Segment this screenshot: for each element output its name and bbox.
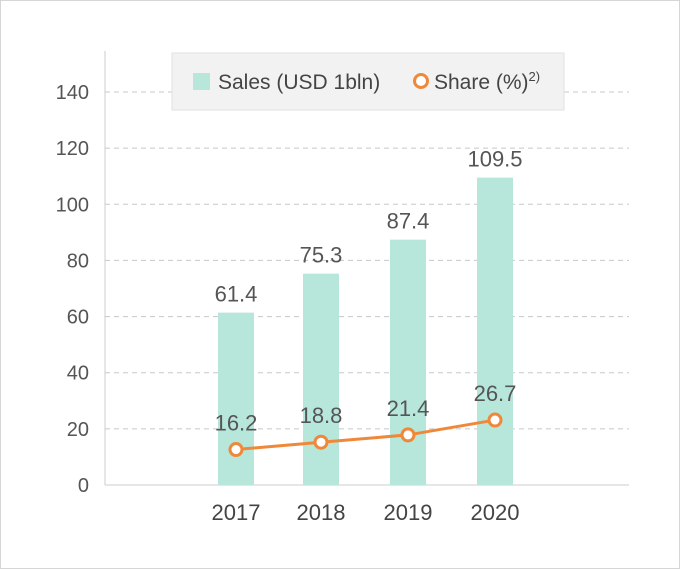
bar-sales bbox=[390, 239, 426, 485]
y-tick-label: 40 bbox=[67, 363, 89, 385]
bar-value-label: 61.4 bbox=[215, 282, 258, 307]
share-point bbox=[228, 442, 244, 458]
y-tick-label: 120 bbox=[56, 138, 89, 160]
x-tick-label: 2019 bbox=[384, 500, 433, 525]
x-tick-label: 2020 bbox=[471, 500, 520, 525]
share-point bbox=[313, 434, 329, 450]
bar-sales bbox=[477, 177, 513, 485]
x-tick-label: 2018 bbox=[297, 500, 346, 525]
bar-sales bbox=[303, 273, 339, 485]
share-value-label: 16.2 bbox=[215, 411, 258, 436]
legend-label-share-superscript: 2) bbox=[529, 69, 541, 84]
x-tick-label: 2017 bbox=[212, 500, 261, 525]
y-tick-label: 100 bbox=[56, 194, 89, 216]
bar-value-label: 75.3 bbox=[300, 243, 343, 268]
y-tick-label: 80 bbox=[67, 250, 89, 272]
share-value-label: 21.4 bbox=[387, 396, 430, 421]
share-point bbox=[400, 427, 416, 443]
y-tick-label: 140 bbox=[56, 82, 89, 104]
bar-sales bbox=[218, 312, 254, 485]
legend-label-share-text: Share (%) bbox=[434, 71, 529, 94]
share-value-label: 18.8 bbox=[300, 403, 343, 428]
share-value-label: 26.7 bbox=[474, 381, 517, 406]
legend-label-share: Share (%)2) bbox=[434, 69, 540, 94]
legend-swatch-sales bbox=[193, 73, 210, 90]
legend-box bbox=[171, 52, 565, 111]
share-point bbox=[487, 412, 503, 428]
legend-marker-share bbox=[413, 73, 429, 89]
y-tick-label: 0 bbox=[78, 475, 89, 497]
bar-value-label: 87.4 bbox=[387, 209, 430, 234]
bar-value-label: 109.5 bbox=[467, 147, 522, 172]
y-tick-label: 60 bbox=[67, 307, 89, 329]
y-tick-label: 20 bbox=[67, 419, 89, 441]
share-line bbox=[235, 418, 496, 452]
legend-label-sales: Sales (USD 1bln) bbox=[218, 71, 380, 94]
